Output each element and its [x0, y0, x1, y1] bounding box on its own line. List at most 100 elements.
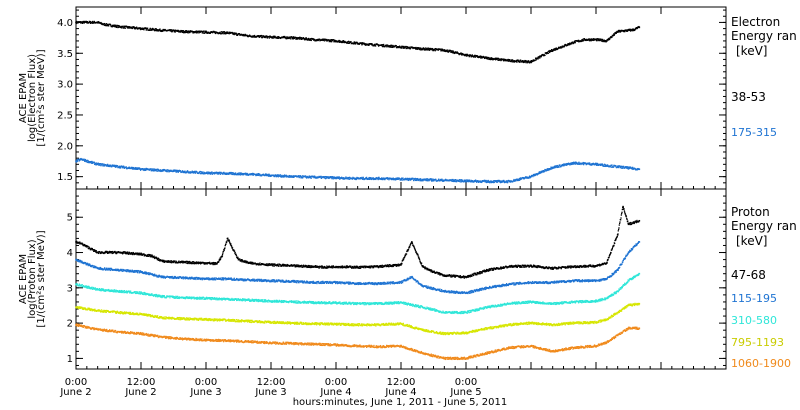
data-point	[471, 180, 474, 182]
data-point	[274, 263, 276, 265]
data-point	[235, 32, 237, 35]
data-point	[115, 25, 117, 27]
data-point	[501, 180, 503, 182]
data-point	[386, 177, 388, 179]
data-point	[230, 172, 233, 174]
data-point	[524, 60, 527, 62]
data-point	[322, 267, 325, 269]
data-point	[468, 54, 470, 57]
data-point	[276, 174, 279, 176]
data-point	[206, 171, 208, 173]
data-point	[424, 266, 426, 268]
data-point	[525, 177, 528, 179]
data-point	[351, 267, 353, 269]
data-point	[106, 250, 108, 253]
data-point	[234, 172, 237, 174]
data-point	[530, 61, 532, 63]
data-point	[418, 256, 420, 258]
electron-ytick-label: 4.0	[57, 18, 73, 29]
data-point	[275, 176, 277, 178]
data-point	[295, 265, 297, 267]
data-point	[321, 266, 324, 268]
data-point	[241, 174, 244, 176]
data-point	[282, 265, 284, 267]
data-point	[145, 167, 148, 170]
data-point	[314, 265, 317, 267]
data-point	[602, 40, 604, 43]
data-point	[344, 40, 346, 43]
data-point	[471, 54, 473, 56]
data-point	[300, 177, 302, 179]
data-point	[495, 181, 497, 183]
data-point	[452, 50, 454, 52]
data-point	[156, 170, 158, 172]
data-point	[264, 35, 266, 37]
data-point	[415, 179, 418, 182]
data-point	[495, 180, 497, 182]
data-point	[252, 36, 254, 38]
data-point	[490, 57, 493, 60]
data-point	[384, 46, 386, 48]
data-point	[229, 32, 232, 34]
data-point	[162, 30, 164, 32]
data-point	[591, 39, 593, 41]
data-point	[546, 52, 548, 54]
data-point	[583, 38, 586, 40]
data-point	[468, 179, 470, 181]
data-point	[391, 265, 393, 268]
data-point	[435, 272, 437, 274]
data-point	[417, 179, 419, 182]
data-point	[475, 181, 478, 183]
data-point	[479, 181, 481, 183]
data-point	[611, 164, 613, 166]
data-point	[465, 181, 468, 183]
data-point	[155, 29, 158, 31]
data-point	[188, 30, 190, 32]
data-point	[134, 27, 136, 29]
data-point	[370, 43, 372, 45]
data-point	[366, 44, 368, 46]
data-point	[276, 37, 278, 39]
data-point	[157, 169, 160, 171]
data-point	[172, 260, 175, 262]
data-point	[209, 32, 211, 34]
data-point	[437, 49, 439, 51]
data-point	[466, 179, 469, 182]
data-point	[174, 260, 176, 262]
data-point	[427, 47, 430, 49]
proton-ytick-label: 3	[67, 283, 73, 294]
data-point	[466, 179, 468, 181]
data-point	[381, 44, 383, 46]
data-point	[425, 178, 427, 181]
data-point	[103, 164, 106, 167]
data-point	[222, 31, 225, 33]
data-point	[603, 165, 605, 167]
data-point	[164, 169, 166, 171]
data-point	[130, 26, 132, 28]
data-point	[270, 36, 272, 38]
data-point	[530, 60, 533, 62]
data-point	[484, 57, 486, 59]
data-point	[434, 271, 436, 274]
data-point	[497, 59, 500, 61]
data-point	[336, 40, 339, 42]
data-point	[455, 180, 457, 183]
data-point	[571, 41, 574, 43]
data-point	[241, 172, 243, 175]
data-point	[330, 39, 332, 41]
data-point	[635, 28, 637, 30]
data-point	[255, 173, 258, 175]
data-point	[400, 47, 403, 49]
data-point	[365, 176, 368, 179]
data-point	[276, 264, 279, 267]
data-point	[150, 169, 153, 172]
data-point	[214, 32, 217, 35]
data-point	[497, 59, 499, 61]
data-point	[417, 254, 419, 256]
data-point	[347, 41, 349, 43]
data-point	[623, 29, 626, 32]
data-point	[527, 61, 529, 63]
data-point	[397, 263, 399, 265]
data-point	[390, 44, 393, 47]
data-point	[169, 261, 172, 263]
